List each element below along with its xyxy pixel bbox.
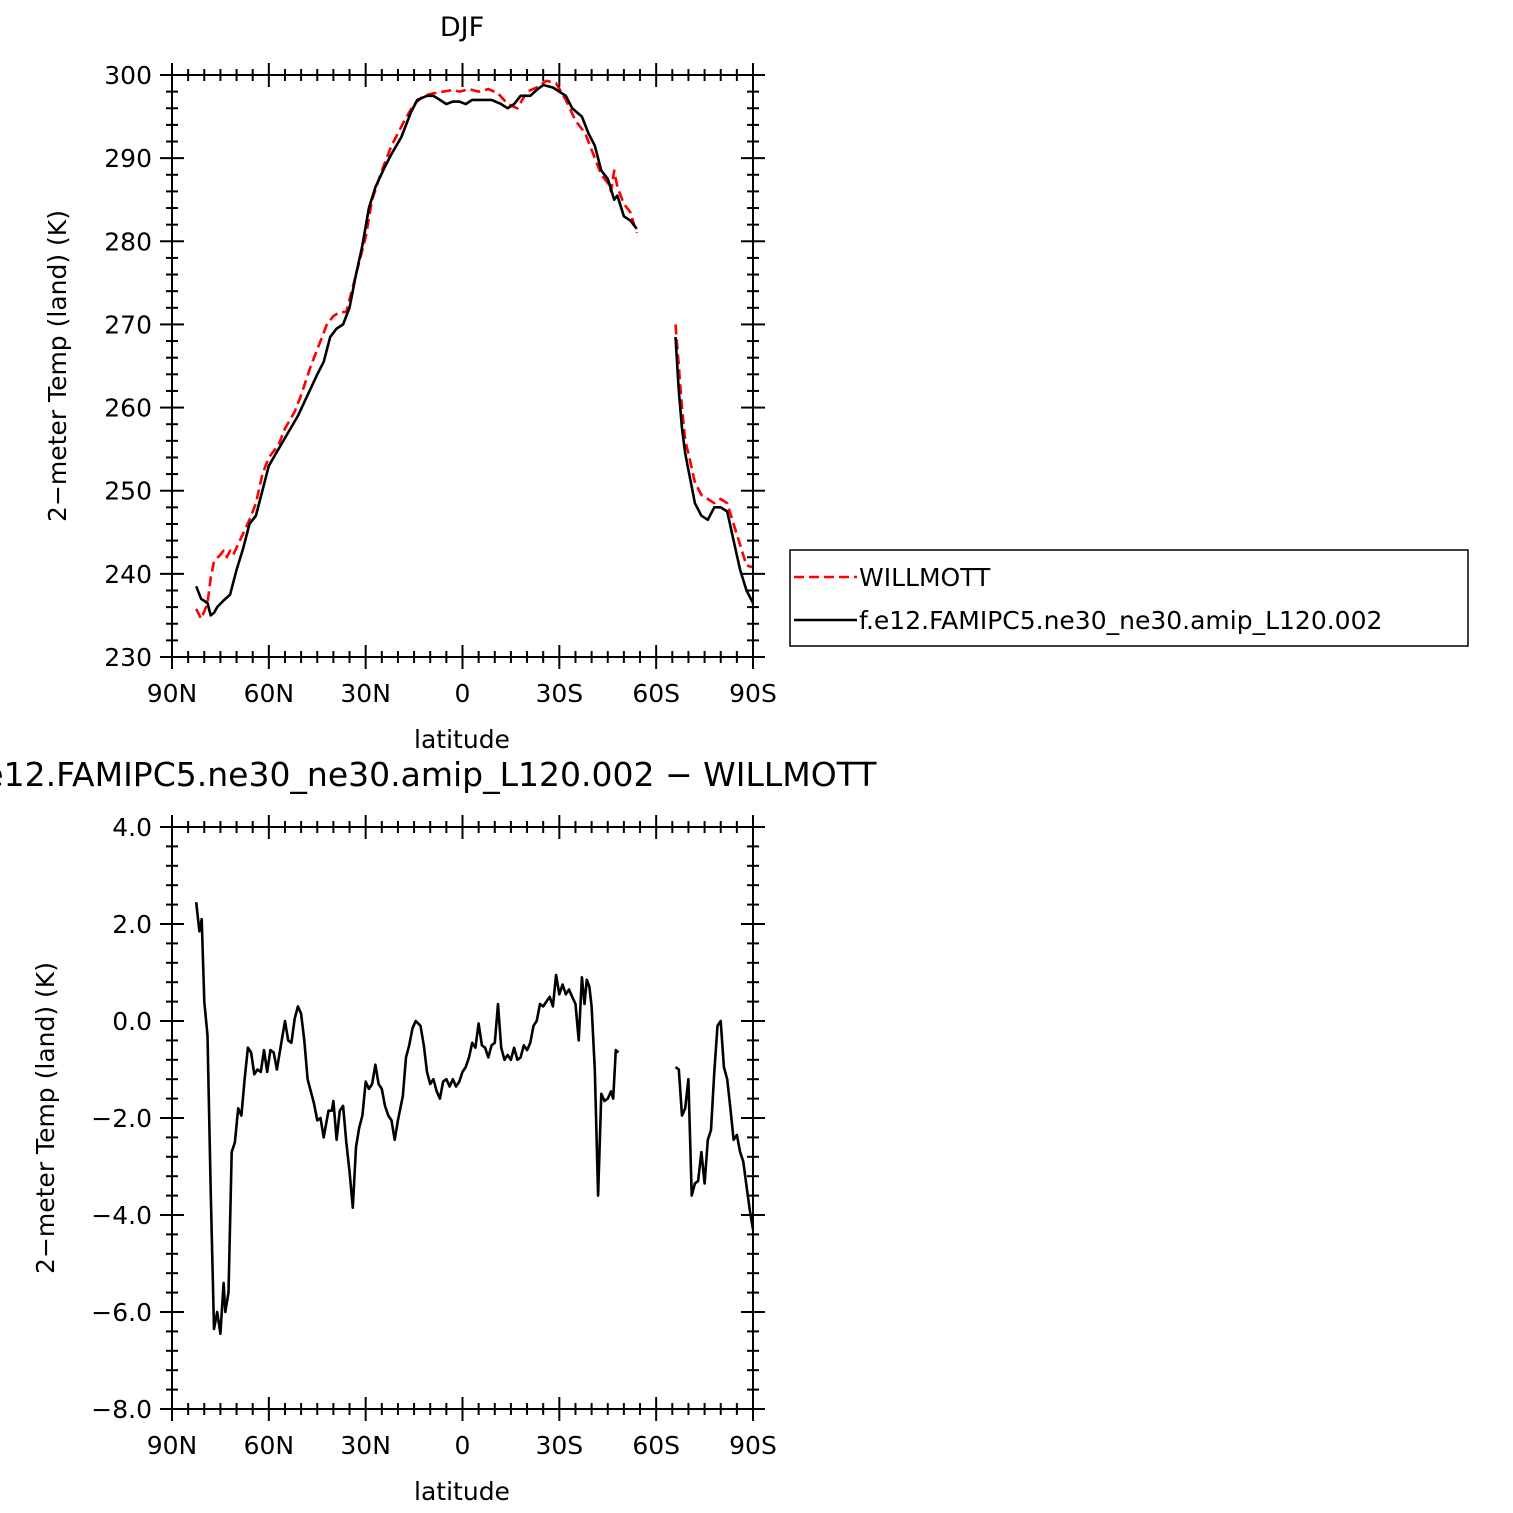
bottom-plot-frame [171, 826, 754, 1410]
top-x-tick-label: 30N [340, 679, 391, 708]
bottom-y-tick-label: −4.0 [91, 1201, 152, 1230]
top-y-tick-label: 260 [104, 394, 152, 423]
bottom-y-tick-label: −8.0 [91, 1395, 152, 1424]
bottom-plot-area: 90N 60N 30N 0 30S 60S 90S −8.0 −6.0 −4.0 −2.0 0.0 2.… [91, 813, 777, 1460]
bottom-y-tick-label: 2.0 [112, 910, 152, 939]
top-series-0-segment-0 [195, 79, 639, 621]
top-x-tick-label: 60S [632, 679, 680, 708]
bottom-panel-y-axis-label: 2−meter Temp (land) (K) [31, 962, 60, 1274]
top-plot-area: 90N 60N 30N 0 30S 60S 90S 230 240 250 260 270 280 290… [104, 61, 777, 708]
bottom-panel-x-axis-label: latitude [414, 1477, 510, 1506]
bottom-x-tick-label: 30S [535, 1431, 583, 1460]
top-x-tick-label: 30S [535, 679, 583, 708]
top-y-tick-label: 230 [104, 643, 152, 672]
bottom-x-tick-label: 60S [632, 1431, 680, 1460]
top-panel-title: DJF [440, 12, 484, 43]
bottom-y-tick-label: 0.0 [112, 1007, 152, 1036]
legend-label-willmott: WILLMOTT [859, 563, 991, 592]
top-y-tick-label: 300 [104, 61, 152, 90]
top-panel-x-axis-label: latitude [414, 725, 510, 754]
top-y-tick-label: 240 [104, 560, 152, 589]
bottom-x-tick-label: 60N [244, 1431, 295, 1460]
top-y-tick-label: 270 [104, 310, 152, 339]
top-series-1-segment-0 [194, 83, 638, 617]
bottom-x-tick-label: 90S [729, 1431, 777, 1460]
legend: WILLMOTT f.e12.FAMIPC5.ne30_ne30.amip_L1… [789, 549, 1469, 647]
bottom-panel: f.e12.FAMIPC5.ne30_ne30.amip_L120.002 − … [0, 755, 877, 1506]
top-x-tick-label: 90S [729, 679, 777, 708]
top-x-tick-label: 90N [147, 679, 198, 708]
top-series-1-segment-1 [674, 336, 755, 604]
bottom-y-tick-label: 4.0 [112, 813, 152, 842]
top-y-tick-label: 250 [104, 477, 152, 506]
top-y-tick-label: 280 [104, 227, 152, 256]
top-series-0-segment-1 [674, 324, 754, 569]
top-plot-frame [171, 74, 754, 658]
top-panel-y-axis-label: 2−meter Temp (land) (K) [43, 210, 72, 522]
bottom-y-tick-label: −6.0 [91, 1298, 152, 1327]
top-x-tick-label: 60N [244, 679, 295, 708]
bottom-series-0-segment-0 [194, 902, 620, 1336]
bottom-panel-title: f.e12.FAMIPC5.ne30_ne30.amip_L120.002 − … [0, 755, 877, 794]
bottom-x-tick-label: 90N [147, 1431, 198, 1460]
bottom-x-tick-label: 0 [455, 1431, 471, 1460]
top-y-tick-label: 290 [104, 144, 152, 173]
top-x-tick-label: 0 [455, 679, 471, 708]
bottom-x-tick-label: 30N [340, 1431, 391, 1460]
legend-label-model: f.e12.FAMIPC5.ne30_ne30.amip_L120.002 [859, 606, 1382, 635]
bottom-series-0-segment-1 [674, 1019, 755, 1230]
legend-box [789, 549, 1469, 647]
top-panel: DJF 90N 60N 30N 0 30S 60S 90S 230 240 250 260 270 28… [43, 12, 777, 754]
bottom-y-tick-label: −2.0 [91, 1104, 152, 1133]
